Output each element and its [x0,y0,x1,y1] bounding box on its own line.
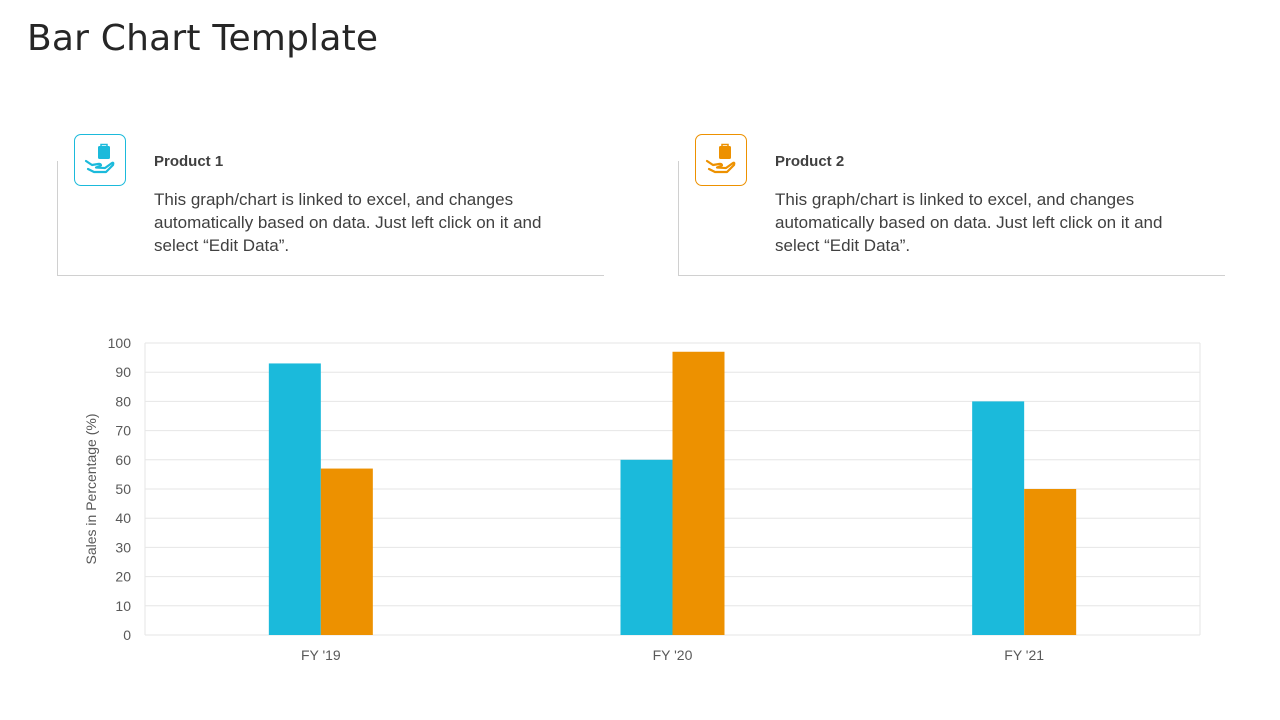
y-tick-label: 10 [115,598,131,614]
bar-series-2-3 [1024,489,1077,635]
x-tick-label: FY '20 [653,647,693,663]
page-title: Bar Chart Template [27,18,379,59]
y-tick-label: 70 [115,423,131,439]
y-tick-label: 40 [115,510,131,526]
product-2-description: This graph/chart is linked to excel, and… [775,190,1163,255]
bar-series-1-2 [620,459,673,635]
x-tick-label: FY '21 [1004,647,1044,663]
chart-bars [268,351,1077,635]
x-tick-label: FY '19 [301,647,341,663]
y-axis-ticks: 0 10 20 30 40 50 60 70 80 90 100 [108,335,132,643]
y-tick-label: 0 [123,627,131,643]
product-1-title: Product 1 [154,153,224,170]
hand-holding-bag-icon [705,143,736,174]
product-1-card: Product 1 This graph/chart is linked to … [57,134,604,276]
y-axis-title: Sales in Percentage (%) [83,414,99,565]
y-tick-label: 20 [115,569,131,585]
product-2-title: Product 2 [775,153,845,170]
y-tick-label: 60 [115,452,131,468]
bar-series-2-1 [320,468,373,635]
y-tick-label: 80 [115,393,131,409]
product-2-icon-box [695,134,747,186]
y-tick-label: 50 [115,481,131,497]
product-1-icon-box [74,134,126,186]
product-2-card: Product 2 This graph/chart is linked to … [678,134,1225,276]
y-tick-label: 100 [108,335,132,351]
product-1-description: This graph/chart is linked to excel, and… [154,190,542,255]
bar-series-2-2 [672,351,725,635]
hand-holding-bag-icon [84,143,115,174]
bar-series-1-3 [972,401,1025,635]
y-tick-label: 90 [115,364,131,380]
y-tick-label: 30 [115,539,131,555]
x-axis-ticks: FY '19 FY '20 FY '21 [301,647,1044,663]
bar-series-1-1 [268,363,321,635]
